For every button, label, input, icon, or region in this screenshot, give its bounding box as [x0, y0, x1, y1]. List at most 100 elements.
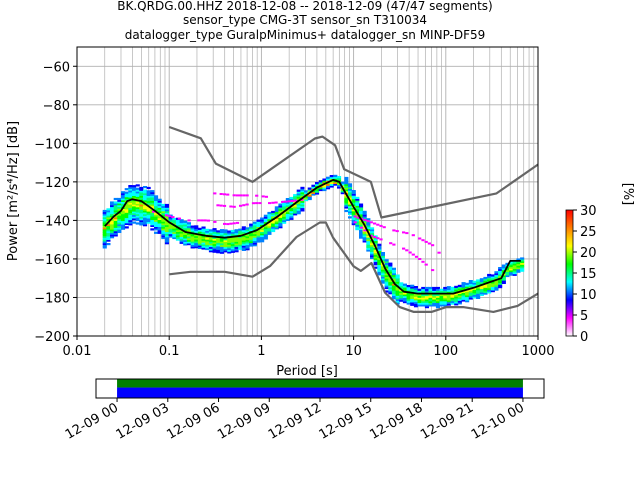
heatmap-cell: [150, 193, 155, 196]
heatmap-cell: [483, 287, 488, 290]
heatmap-cell: [395, 297, 400, 300]
heatmap-cell: [289, 210, 294, 213]
heatmap-cell: [212, 243, 217, 246]
heatmap-cell: [351, 193, 356, 196]
heatmap-cell: [106, 236, 111, 239]
colorbar-gradient: [565, 209, 574, 337]
heatmap-outlier-cell: [356, 216, 360, 219]
heatmap-cell: [219, 237, 224, 240]
heatmap-cell: [150, 214, 155, 217]
heatmap-cell: [256, 224, 261, 227]
heatmap-cell: [150, 221, 155, 224]
heatmap-cell: [300, 209, 305, 212]
heatmap-cell: [377, 243, 382, 246]
heatmap-cell: [315, 188, 320, 192]
heatmap-cell: [344, 201, 349, 204]
heatmap-cell: [110, 213, 115, 216]
heatmap-cell: [326, 178, 331, 181]
heatmap-cell: [113, 204, 118, 207]
heatmap-cell: [413, 287, 418, 290]
heatmap-outlier-cell: [219, 204, 223, 207]
heatmap-cell: [212, 245, 217, 248]
heatmap-cell: [380, 267, 385, 270]
heatmap-cell: [216, 230, 221, 233]
heatmap-cell: [252, 237, 257, 240]
heatmap-cell: [230, 250, 235, 253]
heatmap-cell: [260, 238, 265, 241]
heatmap-cell: [263, 228, 268, 231]
heatmap-cell: [300, 190, 305, 193]
heatmap-cell: [150, 209, 155, 212]
heatmap-cell: [168, 235, 173, 238]
heatmap-cell: [318, 188, 323, 192]
heatmap-cell: [472, 284, 477, 287]
heatmap-cell: [366, 240, 371, 243]
heatmap-cell: [172, 226, 177, 229]
heatmap-cell: [102, 218, 107, 221]
heatmap-cell: [183, 241, 188, 244]
heatmap-cell: [150, 212, 155, 215]
heatmap-cell: [212, 240, 217, 243]
heatmap-cell: [278, 208, 283, 211]
heatmap-cell: [450, 300, 455, 303]
heatmap-cell: [355, 200, 360, 203]
heatmap-cell: [139, 221, 144, 224]
heatmap-cell: [267, 231, 272, 234]
heatmap-cell: [432, 293, 437, 297]
heatmap-cell: [106, 234, 111, 237]
heatmap-cell: [487, 277, 492, 280]
heatmap-cell: [186, 243, 191, 246]
heatmap-cell: [476, 288, 481, 291]
heatmap-cell: [168, 223, 173, 226]
heatmap-cell: [450, 299, 455, 302]
heatmap-cell: [501, 278, 506, 281]
heatmap-cell: [161, 209, 166, 212]
heatmap-cell: [304, 192, 309, 195]
heatmap-cell: [274, 218, 279, 221]
heatmap-cell: [348, 205, 353, 208]
heatmap-cell: [252, 235, 257, 238]
heatmap-cell: [238, 239, 243, 242]
heatmap-outlier-cell: [245, 203, 249, 206]
heatmap-cell: [263, 226, 268, 230]
low-noise-model-line: [169, 221, 539, 313]
heatmap-cell: [457, 302, 462, 305]
heatmap-cell: [227, 242, 232, 245]
heatmap-cell: [179, 240, 184, 243]
heatmap-cell: [175, 238, 180, 241]
heatmap-outlier-cell: [203, 219, 207, 222]
heatmap-cell: [241, 229, 246, 232]
heatmap-cell: [157, 216, 162, 219]
heatmap-cell: [512, 265, 517, 268]
heatmap-cell: [183, 224, 188, 227]
heatmap-cell: [190, 239, 195, 242]
heatmap-cell: [110, 210, 115, 213]
heatmap-cell: [124, 196, 129, 199]
heatmap-cell: [110, 201, 115, 204]
heatmap-cell: [201, 240, 206, 243]
heatmap-cell: [128, 211, 133, 214]
heatmap-cell: [487, 289, 492, 292]
heatmap-cell: [476, 295, 481, 298]
heatmap-cell: [212, 250, 217, 253]
heatmap-cell: [146, 207, 151, 210]
heatmap-cell: [194, 234, 199, 237]
heatmap-cell: [384, 290, 389, 293]
heatmap-cell: [194, 227, 199, 230]
heatmap-cell: [388, 290, 393, 293]
heatmap-cell: [124, 198, 129, 201]
heatmap-cell: [260, 236, 265, 239]
heatmap-cell: [183, 234, 188, 237]
heatmap-cell: [366, 247, 371, 250]
heatmap-cell: [194, 228, 199, 231]
heatmap-cell: [143, 210, 148, 213]
heatmap-cell: [143, 224, 148, 227]
heatmap-cell: [157, 231, 162, 234]
heatmap-cell: [256, 230, 261, 233]
heatmap-cell: [282, 212, 287, 216]
heatmap-cell: [384, 259, 389, 262]
heatmap-outlier-cell: [421, 260, 425, 263]
heatmap-cell: [395, 286, 400, 289]
heatmap-cell: [139, 195, 144, 198]
heatmap-cell: [289, 209, 294, 212]
